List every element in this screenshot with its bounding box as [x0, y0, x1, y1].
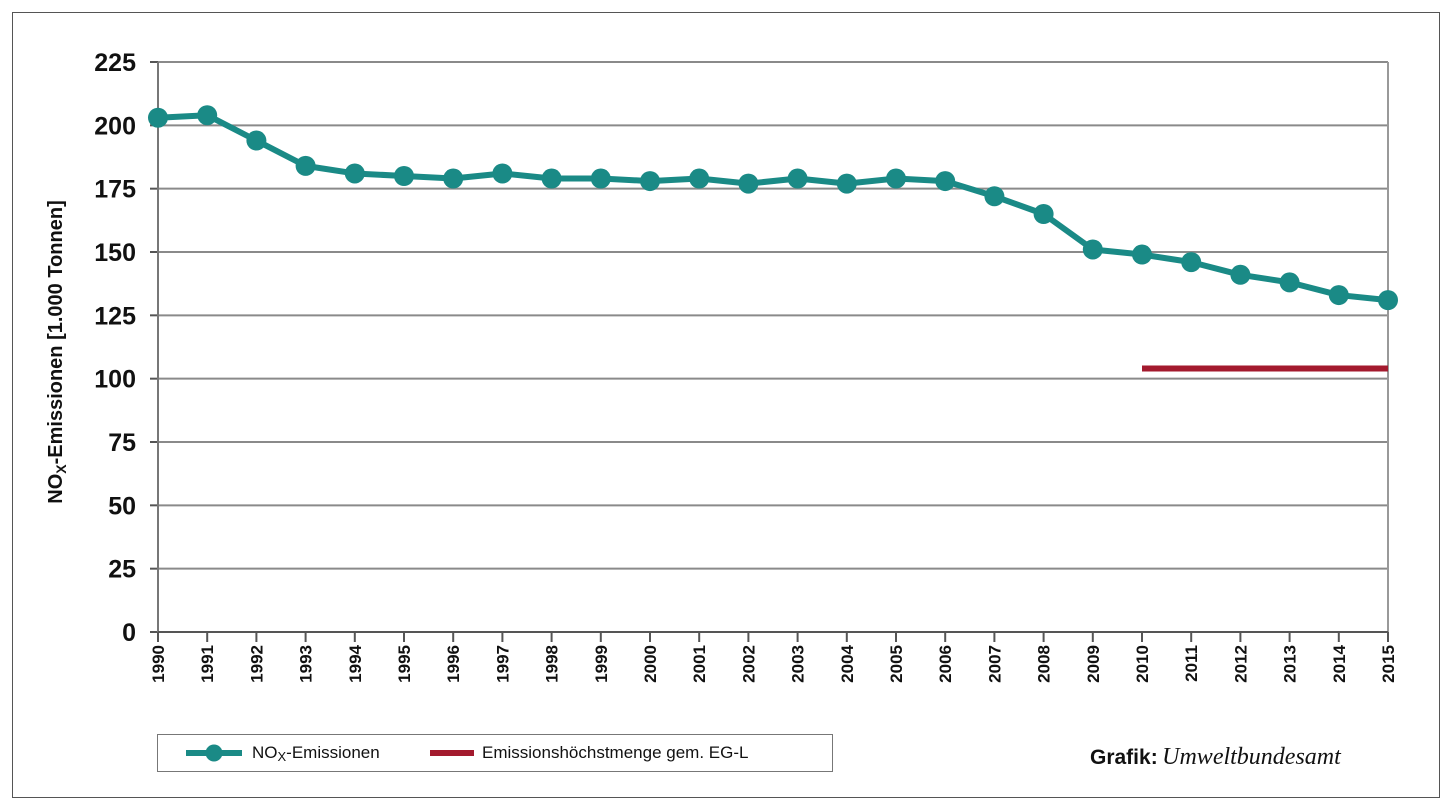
x-tick-label: 2013 [1281, 645, 1300, 683]
x-tick-label: 2000 [641, 645, 660, 683]
legend-line-icon [430, 750, 474, 756]
nox-data-point [148, 107, 168, 128]
credit: Grafik: Umweltbundesamt [1090, 744, 1341, 771]
x-tick-label: 1994 [346, 644, 365, 682]
legend-label-limit: Emissionshöchstmenge gem. EG-L [482, 743, 749, 762]
legend-line-marker-icon [186, 744, 242, 762]
nox-data-point [197, 105, 218, 126]
x-tick-label: 2014 [1330, 644, 1349, 682]
x-tick-label: 1997 [493, 645, 512, 683]
x-tick-label: 1996 [444, 645, 463, 683]
credit-label: Grafik: [1090, 746, 1158, 769]
nox-data-point [836, 173, 857, 194]
y-tick-label: 50 [108, 492, 136, 520]
nox-data-point [984, 186, 1005, 207]
x-tick-label: 1999 [592, 645, 611, 683]
x-tick-label: 2002 [739, 645, 758, 683]
y-axis-label: NOX-Emissionen [1.000 Tonnen] [45, 200, 69, 503]
nox-data-point [492, 163, 513, 184]
nox-data-point [738, 173, 759, 194]
x-tick-label: 1993 [297, 645, 316, 683]
x-tick-label: 2007 [985, 645, 1004, 683]
nox-data-point [1328, 285, 1349, 306]
nox-data-point [1082, 239, 1103, 260]
nox-emissions-line [155, 112, 1391, 304]
x-tick-label: 1995 [395, 645, 414, 683]
legend-label-nox: NOX-Emissionen [252, 743, 380, 764]
y-tick-label: 225 [94, 49, 136, 77]
nox-data-point [886, 168, 906, 189]
y-tick-label: 125 [94, 302, 136, 330]
x-tick-label: 2011 [1182, 645, 1201, 682]
credit-source: Umweltbundesamt [1162, 744, 1341, 770]
nox-data-point [935, 171, 956, 192]
y-tick-label: 175 [94, 176, 136, 204]
axes [150, 61, 1389, 642]
y-tick-label: 100 [94, 366, 136, 394]
x-tick-label: 1990 [149, 645, 168, 683]
y-tick-label: 200 [94, 112, 136, 140]
legend-item-limit: Emissionshöchstmenge gem. EG-L [430, 735, 748, 771]
nox-data-point [1181, 252, 1202, 273]
nox-data-point [590, 168, 611, 189]
nox-data-point [1279, 272, 1300, 293]
x-tick-label: 2003 [789, 645, 808, 683]
nox-data-point [1132, 244, 1152, 265]
nox-data-point [1230, 264, 1251, 285]
y-tick-label: 25 [108, 556, 136, 584]
nox-data-point [394, 166, 414, 186]
x-tick-label: 2005 [887, 645, 906, 683]
series [148, 105, 1398, 372]
x-tick-label: 1998 [543, 645, 562, 683]
x-tick-label: 2008 [1035, 645, 1054, 683]
nox-data-point [1378, 290, 1398, 311]
x-tick-labels: 1990 1991 1992 1993 1994 1995 1996 1997 1998 1999… [149, 644, 1398, 682]
legend: NOX-Emissionen Emissionshöchstmenge gem.… [157, 734, 833, 772]
nox-data-point [787, 168, 808, 189]
nox-data-point [344, 163, 365, 184]
x-tick-label: 2001 [690, 645, 709, 683]
x-tick-label: 1991 [198, 645, 217, 683]
y-tick-label: 0 [122, 619, 136, 647]
y-tick-label: 75 [108, 429, 136, 457]
x-tick-label: 2012 [1231, 645, 1250, 683]
x-tick-label: 2010 [1133, 645, 1152, 683]
nox-data-point [295, 155, 316, 176]
x-tick-label: 2006 [936, 645, 955, 683]
x-tick-label: 1992 [247, 645, 266, 683]
nox-data-point [640, 171, 660, 192]
y-tick-labels: 0 25 50 75 100 125 150 175 200 225 [94, 49, 136, 647]
x-tick-label: 2004 [838, 644, 857, 682]
nox-data-point [1033, 204, 1054, 224]
x-tick-label: 2015 [1379, 645, 1398, 683]
nox-data-point [541, 168, 562, 189]
x-tick-label: 2009 [1084, 645, 1103, 683]
y-tick-label: 150 [94, 239, 136, 267]
nox-data-point [443, 168, 464, 189]
nox-data-point [246, 130, 267, 151]
legend-item-nox: NOX-Emissionen [184, 735, 380, 771]
nox-data-point [689, 168, 710, 189]
grid-lines [158, 61, 1388, 633]
